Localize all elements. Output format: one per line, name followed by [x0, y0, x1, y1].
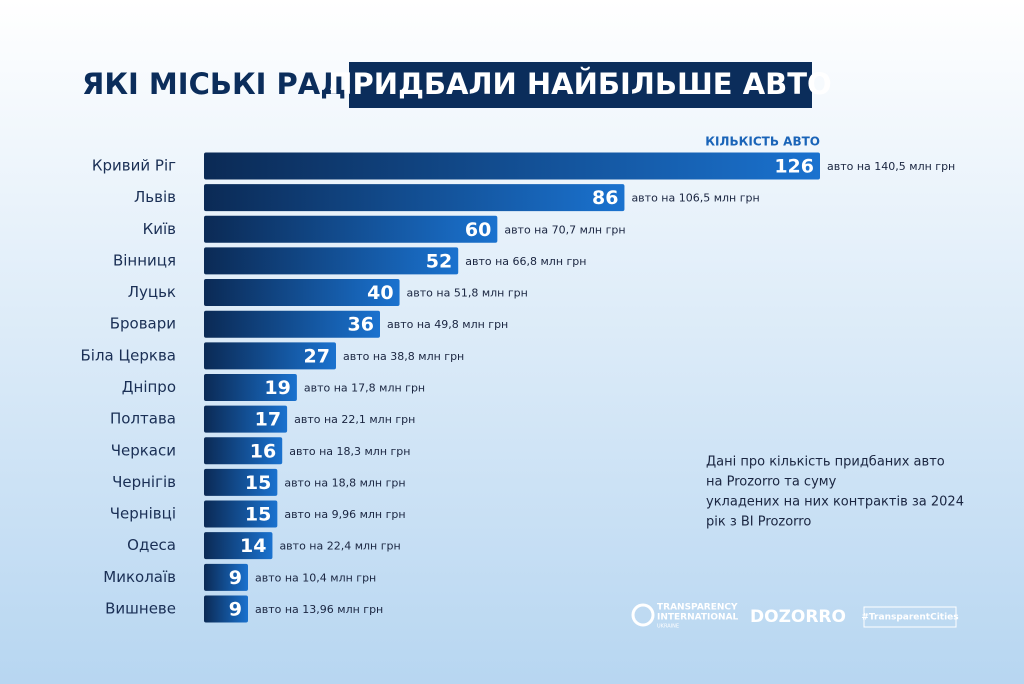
bar-note: авто на 22,1 млн грн [294, 413, 415, 426]
logo-text: DOZORRO [750, 607, 846, 627]
source-note: укладених на них контрактів за 2024 [706, 495, 964, 510]
source-note: на Prozorro та суму [706, 475, 837, 490]
data-label: 60 [465, 219, 491, 241]
bar [204, 215, 498, 243]
bar [204, 405, 288, 433]
y-tick-label: Миколаїв [103, 568, 176, 586]
bar-note: авто на 49,8 млн грн [387, 318, 508, 331]
bar-note: авто на 140,5 млн грн [827, 160, 955, 173]
y-tick-label: Біла Церква [81, 346, 177, 364]
bar [204, 247, 459, 275]
ti-logo-icon [631, 603, 655, 627]
data-label: 15 [245, 472, 271, 494]
data-label: 17 [255, 409, 281, 431]
data-label: 40 [367, 282, 393, 304]
data-label: 19 [264, 377, 290, 399]
bar [204, 184, 625, 212]
chart-title-highlight: ПРИДБАЛИ НАЙБІЛЬШЕ АВТО [328, 67, 831, 101]
y-tick-label: Кривий Ріг [92, 157, 176, 175]
y-tick-label: Вишневе [105, 599, 176, 617]
data-label: 9 [229, 598, 242, 620]
bar [204, 310, 380, 338]
data-label: 126 [774, 156, 814, 178]
bar-note: авто на 17,8 млн грн [304, 381, 425, 394]
bar [204, 468, 278, 496]
bar-note: авто на 22,4 млн грн [279, 540, 400, 553]
logo-text: UKRAINE [657, 624, 679, 630]
data-label: 27 [304, 345, 330, 367]
data-label: 9 [229, 567, 242, 589]
y-tick-label: Одеса [127, 536, 176, 554]
bar [204, 152, 820, 180]
data-label: 86 [592, 187, 618, 209]
data-label: 16 [250, 440, 276, 462]
y-tick-label: Львів [134, 188, 176, 206]
bar [204, 563, 248, 591]
bar [204, 342, 336, 370]
bar-note: авто на 51,8 млн грн [407, 287, 528, 300]
axis-label: КІЛЬКІСТЬ АВТО [705, 135, 820, 149]
logo-text: INTERNATIONAL [657, 613, 739, 623]
bar-note: авто на 9,96 млн грн [284, 508, 405, 521]
data-label: 52 [426, 250, 452, 272]
y-tick-label: Чернігів [112, 473, 176, 491]
y-tick-label: Луцьк [128, 283, 176, 301]
chart-title: ЯКІ МІСЬКІ РАДИ [82, 67, 370, 101]
bar-note: авто на 70,7 млн грн [504, 223, 625, 236]
bar [204, 279, 400, 307]
logos: TRANSPARENCY INTERNATIONAL UKRAINE DOZOR… [631, 603, 959, 630]
logo-text: TRANSPARENCY [657, 603, 738, 613]
y-tick-label: Бровари [110, 315, 176, 333]
logo-text: #TransparentCities [861, 613, 958, 623]
y-tick-label: Черкаси [111, 441, 176, 459]
title-highlight-box [349, 62, 812, 108]
bar [204, 437, 283, 465]
bar [204, 373, 297, 401]
y-tick-label: Полтава [110, 410, 176, 428]
bar-note: авто на 13,96 млн грн [255, 603, 383, 616]
source-note: Дані про кількість придбаних авто [706, 455, 945, 470]
bar-note: авто на 66,8 млн грн [465, 255, 586, 268]
bar-note: авто на 18,8 млн грн [284, 476, 405, 489]
bar [204, 595, 248, 623]
bar-note: авто на 38,8 млн грн [343, 350, 464, 363]
y-tick-label: Дніпро [122, 378, 176, 396]
y-tick-label: Чернівці [110, 505, 176, 523]
bar-note: авто на 106,5 млн грн [631, 192, 759, 205]
data-label: 14 [240, 535, 266, 557]
y-tick-label: Вінниця [113, 251, 176, 269]
bar-note: авто на 10,4 млн грн [255, 571, 376, 584]
bar-note: авто на 18,3 млн грн [289, 445, 410, 458]
bar [204, 500, 278, 528]
source-note: рік з BI Prozorro [706, 515, 811, 530]
logo-box [863, 606, 957, 628]
data-label: 15 [245, 504, 271, 526]
bar [204, 532, 273, 560]
data-label: 36 [348, 314, 374, 336]
y-tick-label: Київ [143, 220, 176, 238]
